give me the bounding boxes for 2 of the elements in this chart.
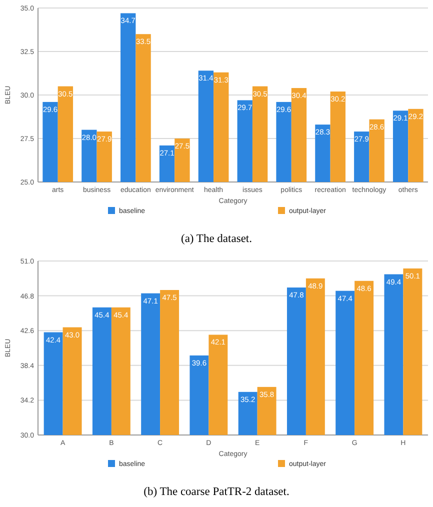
text: (b) The coarse PatTR-2 dataset. [144, 486, 290, 498]
text: (a) The dataset. [181, 233, 252, 245]
